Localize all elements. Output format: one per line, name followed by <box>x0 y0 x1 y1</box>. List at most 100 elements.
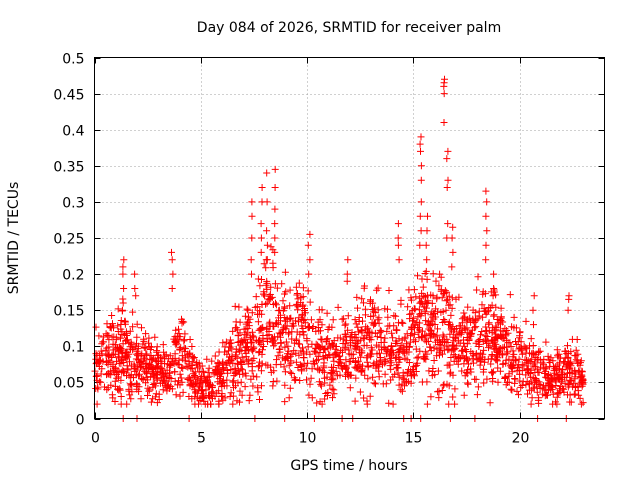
data-point <box>288 350 296 358</box>
data-point <box>377 357 385 365</box>
data-point <box>363 397 371 405</box>
data-point <box>238 391 246 399</box>
data-point <box>318 306 326 314</box>
data-point <box>515 391 522 399</box>
data-point <box>283 322 291 330</box>
data-point <box>304 324 312 332</box>
data-point <box>288 370 296 377</box>
data-point <box>392 312 400 320</box>
data-point <box>248 328 256 336</box>
data-point <box>205 392 212 399</box>
data-point <box>109 350 117 358</box>
data-point <box>306 256 314 264</box>
data-point <box>416 299 424 307</box>
data-point <box>473 391 481 399</box>
data-point <box>355 314 363 321</box>
data-point <box>442 342 450 350</box>
data-point <box>379 380 387 388</box>
data-point <box>324 392 331 399</box>
data-point <box>409 306 417 314</box>
data-point <box>439 382 447 390</box>
data-point <box>151 393 159 401</box>
data-point <box>237 341 245 349</box>
data-point <box>490 311 498 319</box>
data-point <box>117 334 124 342</box>
data-point <box>138 374 146 382</box>
data-point <box>475 312 483 320</box>
data-point <box>254 363 262 371</box>
data-point <box>128 388 136 396</box>
data-point <box>523 345 531 353</box>
data-point <box>416 140 424 148</box>
data-point <box>238 353 246 361</box>
data-point <box>389 400 397 408</box>
y-tick-label: 0.2 <box>62 268 84 284</box>
data-point <box>422 317 430 325</box>
data-point <box>414 353 422 361</box>
data-point <box>428 299 436 307</box>
data-point <box>241 331 249 339</box>
data-point <box>319 367 327 375</box>
data-point <box>290 339 298 347</box>
data-point <box>256 307 264 315</box>
data-point <box>537 363 544 371</box>
data-point <box>440 90 448 98</box>
data-point <box>141 359 149 367</box>
data-point <box>463 324 471 332</box>
data-point <box>318 400 326 408</box>
data-point <box>366 392 374 400</box>
data-point <box>277 317 284 325</box>
data-point <box>428 320 436 328</box>
data-point <box>269 259 277 267</box>
data-point <box>445 321 452 328</box>
data-point <box>343 337 350 345</box>
data-point <box>375 319 383 327</box>
data-point <box>423 256 431 264</box>
data-point <box>100 333 108 341</box>
data-point <box>529 306 537 314</box>
data-point <box>248 270 255 278</box>
data-point <box>564 361 572 369</box>
data-point <box>501 325 509 333</box>
data-point <box>464 303 472 311</box>
data-point <box>113 357 120 365</box>
data-point <box>233 360 241 368</box>
data-point <box>468 355 476 363</box>
data-point <box>145 362 153 370</box>
data-point <box>248 234 256 242</box>
data-point <box>325 351 333 359</box>
data-point <box>471 309 479 317</box>
data-point <box>277 339 285 347</box>
data-point <box>190 354 198 361</box>
data-point <box>552 382 560 389</box>
data-point <box>411 305 418 313</box>
data-point <box>219 379 226 386</box>
data-point <box>462 369 470 376</box>
data-point <box>123 329 130 337</box>
data-point <box>480 379 488 387</box>
data-point <box>117 325 125 333</box>
data-point <box>317 382 325 390</box>
data-point <box>480 365 488 373</box>
data-point <box>286 286 294 294</box>
data-point <box>460 391 468 399</box>
data-point <box>131 270 139 278</box>
data-point <box>384 313 392 321</box>
data-point <box>474 383 482 391</box>
data-point <box>376 326 384 334</box>
data-point <box>448 326 455 334</box>
data-point <box>492 322 500 330</box>
data-point <box>222 338 230 346</box>
data-point <box>564 342 571 350</box>
data-point <box>449 248 457 256</box>
data-point <box>248 198 256 206</box>
data-point <box>97 370 105 378</box>
data-point <box>422 241 430 249</box>
data-point <box>504 329 512 337</box>
data-point <box>168 248 175 256</box>
data-point <box>507 343 515 350</box>
data-point <box>405 378 413 386</box>
data-point <box>271 165 279 173</box>
data-point <box>363 342 371 350</box>
data-point <box>451 385 459 393</box>
